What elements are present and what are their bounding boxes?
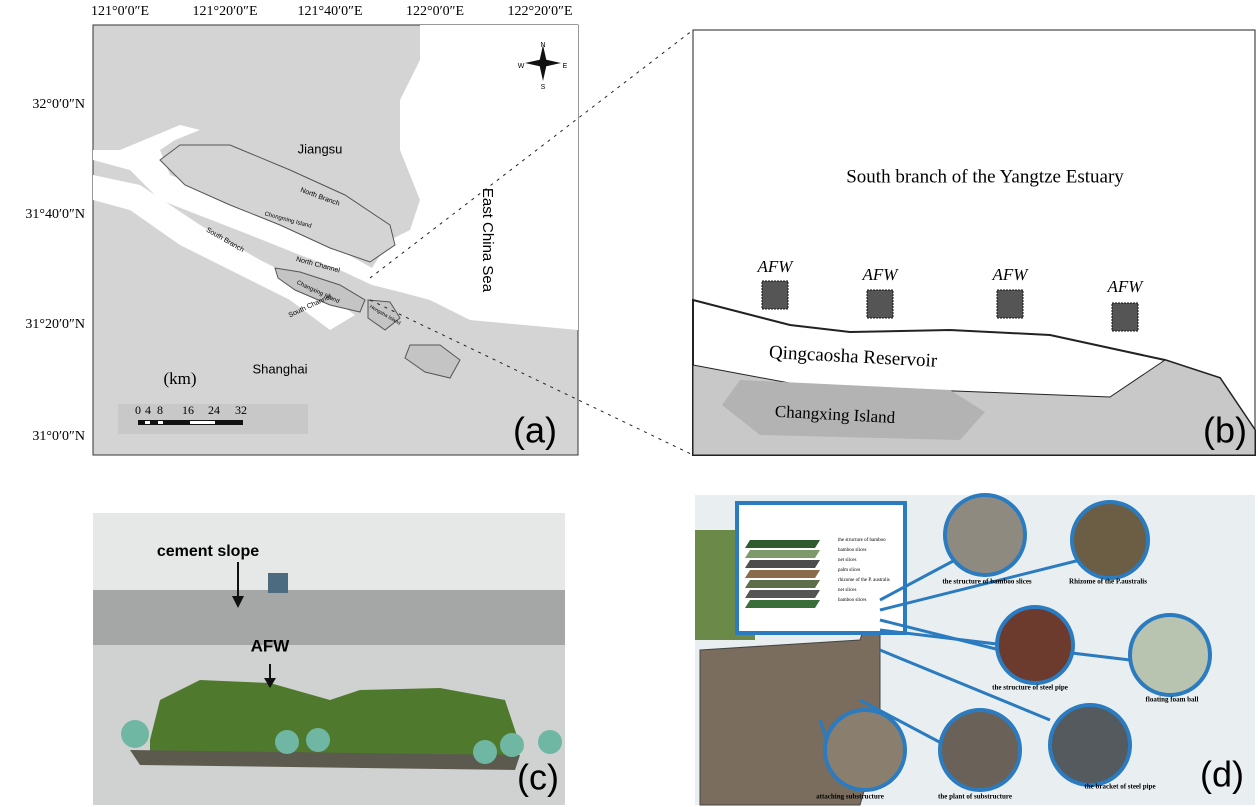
photo-label: AFW bbox=[251, 636, 291, 655]
map-label: East China Sea bbox=[479, 188, 496, 293]
latitude-label: 31°40′0″N bbox=[25, 207, 85, 222]
layer-label: the structure of bamboo bbox=[838, 538, 886, 543]
afw-unit bbox=[762, 281, 788, 309]
scale-unit: (km) bbox=[163, 369, 196, 388]
scale-bar bbox=[158, 421, 163, 424]
slope bbox=[93, 590, 565, 645]
scale-value: 24 bbox=[208, 403, 220, 417]
building bbox=[268, 573, 288, 593]
layer-label: rhizome of the P. australis bbox=[838, 578, 890, 583]
map-label: Jiangsu bbox=[298, 141, 343, 156]
detail-caption: the plant of substructure bbox=[938, 793, 1012, 801]
scale-bar bbox=[190, 421, 215, 424]
layer-label: palm slices bbox=[838, 568, 860, 573]
panel-label: (a) bbox=[513, 410, 557, 451]
afw-unit bbox=[1112, 303, 1138, 331]
latitude-label: 31°0′0″N bbox=[32, 429, 85, 444]
compass-letter: S bbox=[541, 84, 546, 91]
region-label: South branch of the Yangtze Estuary bbox=[846, 166, 1124, 187]
panel-label: (b) bbox=[1203, 410, 1247, 451]
detail-caption: the bracket of steel pipe bbox=[1084, 783, 1155, 791]
afw-label: AFW bbox=[1107, 277, 1145, 296]
detail-caption: Rhizome of the P.australis bbox=[1069, 578, 1147, 586]
detail-caption: the structure of bamboo slices bbox=[942, 578, 1032, 586]
detail-caption: the structure of steel pipe bbox=[992, 684, 1068, 692]
scale-value: 32 bbox=[235, 403, 247, 417]
afw-unit bbox=[997, 290, 1023, 318]
illustration-panel bbox=[695, 495, 1255, 805]
longitude-label: 121°20′0″E bbox=[192, 4, 257, 19]
panel-label: (d) bbox=[1200, 754, 1244, 795]
latitude-label: 32°0′0″N bbox=[32, 97, 85, 112]
compass-letter: N bbox=[540, 42, 545, 49]
map-panel bbox=[93, 25, 693, 455]
layer-label: bamboo slices bbox=[838, 548, 867, 553]
figure: 121°0′0″E 121°20′0″E 121°40′0″E 122°0′0″E 12… bbox=[0, 0, 1258, 807]
scale-value: 0 bbox=[135, 403, 141, 417]
latitude-label: 31°20′0″N bbox=[25, 317, 85, 332]
longitude-label: 122°20′0″E bbox=[507, 4, 572, 19]
scale-value: 4 bbox=[145, 403, 151, 417]
layer-label: net slices bbox=[838, 588, 857, 593]
layers bbox=[745, 540, 820, 608]
map-label: Shanghai bbox=[253, 361, 308, 376]
detail-caption: attaching substructure bbox=[816, 793, 884, 801]
afw-label: AFW bbox=[757, 257, 795, 276]
photo-label: cement slope bbox=[157, 543, 259, 560]
scale-bar bbox=[145, 421, 150, 424]
layer-label: bamboo slices bbox=[838, 598, 867, 603]
compass-letter: W bbox=[518, 63, 525, 70]
longitude-label: 121°40′0″E bbox=[297, 4, 362, 19]
longitude-label: 121°0′0″E bbox=[91, 4, 149, 19]
compass-letter: E bbox=[563, 63, 568, 70]
schematic-panel bbox=[693, 30, 1255, 455]
afw-unit bbox=[867, 290, 893, 318]
panel-label: (c) bbox=[517, 757, 559, 798]
scale-value: 16 bbox=[182, 403, 194, 417]
layer-label: net slices bbox=[838, 558, 857, 563]
longitude-label: 122°0′0″E bbox=[406, 4, 464, 19]
detail-caption: floating foam ball bbox=[1146, 696, 1199, 704]
afw-label: AFW bbox=[862, 265, 900, 284]
afw-label: AFW bbox=[992, 265, 1030, 284]
scale-value: 8 bbox=[157, 403, 163, 417]
